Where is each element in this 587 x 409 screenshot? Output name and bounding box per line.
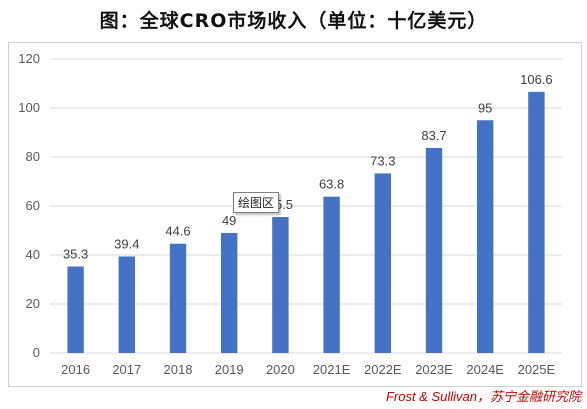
bar xyxy=(118,256,135,353)
bar xyxy=(528,91,545,353)
data-label: 39.4 xyxy=(114,236,139,251)
data-label: 95 xyxy=(478,100,492,115)
bar xyxy=(272,217,289,353)
bar xyxy=(221,232,238,353)
x-tick-label: 2020 xyxy=(266,362,295,377)
x-tick-label: 2016 xyxy=(61,362,90,377)
source-note: Frost & Sullivan，苏宁金融研究院 xyxy=(385,389,581,404)
bar xyxy=(425,147,443,353)
x-tick-label: 2025E xyxy=(518,362,556,377)
x-tick-label: 2019 xyxy=(215,362,244,377)
y-tick-label: 40 xyxy=(26,247,40,262)
y-tick-label: 0 xyxy=(33,345,40,360)
data-label: 73.3 xyxy=(370,153,395,168)
plot-area-tooltip: 绘图区 xyxy=(233,192,280,213)
data-label: 44.6 xyxy=(165,224,190,239)
bar xyxy=(169,243,187,353)
y-tick-label: 100 xyxy=(18,100,40,115)
bar xyxy=(477,120,494,353)
x-tick-label: 2017 xyxy=(112,362,141,377)
y-tick-label: 60 xyxy=(26,198,40,213)
x-tick-label: 2023E xyxy=(415,362,453,377)
data-label: 106.6 xyxy=(520,72,553,87)
bar xyxy=(323,196,340,353)
data-label: 83.7 xyxy=(421,128,446,143)
data-label: 63.8 xyxy=(319,177,344,192)
data-label: 35.3 xyxy=(63,247,88,262)
x-tick-label: 2018 xyxy=(164,362,193,377)
y-tick-label: 20 xyxy=(26,296,40,311)
x-tick-label: 2021E xyxy=(313,362,351,377)
bar xyxy=(67,266,84,353)
bar xyxy=(374,173,391,353)
data-label: 49 xyxy=(222,213,236,228)
x-tick-label: 2022E xyxy=(364,362,402,377)
chart-title: 图：全球CRO市场收入（单位：十亿美元） xyxy=(99,10,488,32)
x-tick-label: 2024E xyxy=(466,362,504,377)
y-tick-label: 80 xyxy=(26,149,40,164)
y-tick-label: 120 xyxy=(18,51,40,66)
